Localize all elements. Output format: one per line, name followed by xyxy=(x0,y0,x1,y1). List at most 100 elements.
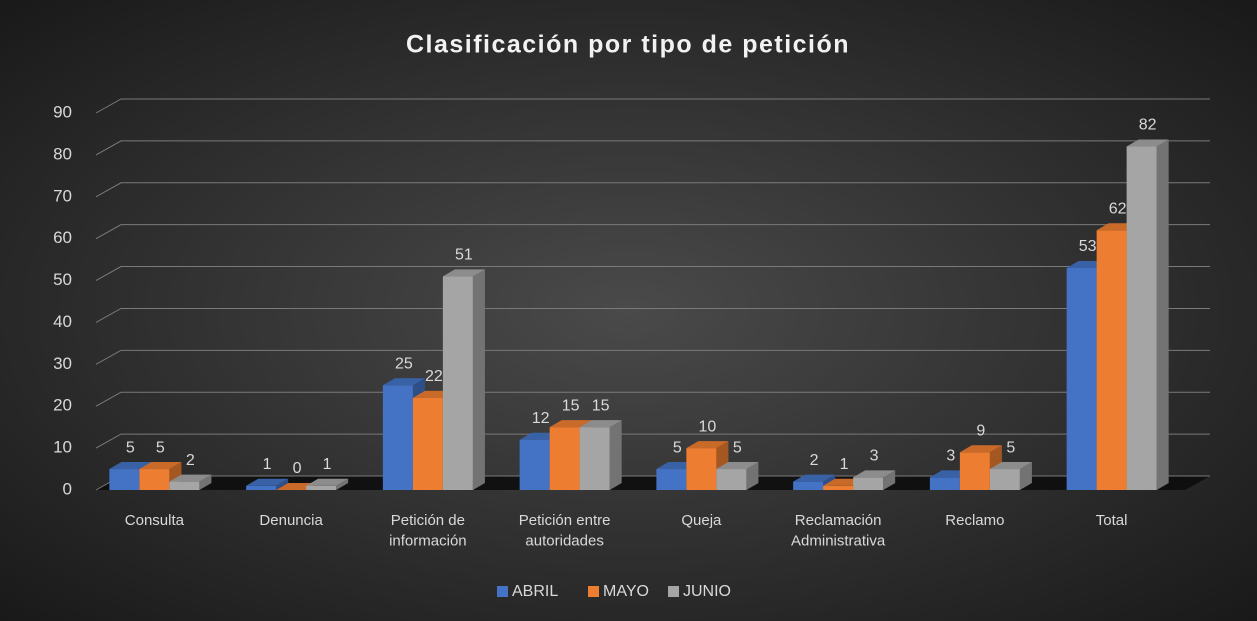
grid-line xyxy=(95,307,1210,323)
data-label: 5 xyxy=(1006,439,1015,456)
data-label: 53 xyxy=(1079,238,1097,255)
x-tick-label: Denuncia xyxy=(259,512,323,529)
x-tick-label: Reclamación Administrativa xyxy=(791,512,886,549)
bar-top-shade xyxy=(442,269,485,277)
bar-side-shade xyxy=(746,462,759,490)
bar-3d xyxy=(306,478,349,490)
bar xyxy=(579,427,610,490)
y-tick-label: 0 xyxy=(63,479,72,498)
bar-3d xyxy=(442,269,485,490)
bar-side-shade xyxy=(1019,462,1032,490)
data-label: 82 xyxy=(1139,117,1157,134)
data-label: 62 xyxy=(1109,201,1127,218)
y-tick-label: 10 xyxy=(53,438,72,457)
bar-side xyxy=(1019,462,1032,490)
bar xyxy=(1066,267,1097,490)
data-label: 12 xyxy=(532,410,550,427)
bar-top xyxy=(549,420,592,428)
bar-top-shade xyxy=(109,462,152,470)
y-tick-label: 80 xyxy=(53,144,72,163)
y-tick-label: 60 xyxy=(53,228,72,247)
bar-top-shade xyxy=(169,474,212,482)
bar-top xyxy=(382,378,425,386)
legend-swatch xyxy=(588,586,599,597)
bar xyxy=(1126,146,1157,490)
bar-top xyxy=(1126,139,1169,147)
bar-side-shade xyxy=(1156,139,1169,490)
legend-swatch xyxy=(497,586,508,597)
bar-top-shade xyxy=(579,420,622,428)
bar-top xyxy=(306,478,349,486)
bar-side-shade xyxy=(336,478,349,490)
bar-side xyxy=(746,462,759,490)
y-tick-label: 40 xyxy=(53,312,72,331)
data-label: 2 xyxy=(810,452,819,469)
grid-line xyxy=(95,98,1210,114)
bar-3d xyxy=(246,478,289,490)
bar-side-shade xyxy=(276,478,289,490)
legend-swatch xyxy=(668,586,679,597)
bar xyxy=(929,477,960,490)
data-label: 5 xyxy=(156,439,165,456)
bar-side xyxy=(472,269,485,490)
data-label: 3 xyxy=(946,448,955,465)
chart-title: Clasificación por tipo de petición xyxy=(406,31,850,59)
data-label: 15 xyxy=(562,397,580,414)
y-tick-label: 50 xyxy=(53,270,72,289)
bar-top-shade xyxy=(793,474,836,482)
data-label: 9 xyxy=(976,423,985,440)
bar xyxy=(823,485,854,490)
data-label: 15 xyxy=(592,397,610,414)
x-tick-label: Queja xyxy=(681,512,722,529)
bar xyxy=(1096,230,1127,491)
data-label: 1 xyxy=(840,456,849,473)
grid-line xyxy=(95,433,1210,449)
bar-top xyxy=(686,441,729,449)
bar-side xyxy=(883,470,896,490)
bar-3d xyxy=(853,470,896,490)
bar-top xyxy=(109,462,152,470)
x-tick-label: Reclamo xyxy=(945,512,1004,529)
bar-side-shade xyxy=(199,474,212,490)
bar-top xyxy=(959,445,1002,453)
y-tick-label: 90 xyxy=(53,102,72,121)
legend-label: JUNIO xyxy=(683,583,731,600)
data-label: 25 xyxy=(395,355,413,372)
bar-side xyxy=(276,478,289,490)
bar-top xyxy=(989,462,1032,470)
data-label: 5 xyxy=(733,439,742,456)
bar-3d xyxy=(716,462,759,490)
x-tick-label: Petición de información xyxy=(389,512,467,549)
bar xyxy=(306,485,337,490)
bar xyxy=(793,481,824,490)
data-label: 22 xyxy=(425,368,443,385)
bar-top-shade xyxy=(549,420,592,428)
grid-line xyxy=(95,224,1210,240)
x-tick-label: Total xyxy=(1096,512,1128,529)
bar-3d xyxy=(1126,139,1169,490)
bar-3d xyxy=(579,420,622,490)
bar-top xyxy=(246,478,289,486)
data-label: 5 xyxy=(673,439,682,456)
bar-3d xyxy=(989,462,1032,490)
bar-top-shade xyxy=(306,478,349,486)
data-label: 3 xyxy=(870,448,879,465)
bar-top-shade xyxy=(139,462,182,470)
x-tick-label: Petición entre autoridades xyxy=(519,512,611,549)
bar xyxy=(959,452,990,490)
bar xyxy=(109,469,140,490)
y-tick-label: 30 xyxy=(53,354,72,373)
bar-top-shade xyxy=(959,445,1002,453)
bar-3d xyxy=(169,474,212,490)
bar-side-shade xyxy=(883,470,896,490)
bar-top xyxy=(853,470,896,478)
bar-top-shade xyxy=(853,470,896,478)
bar-top xyxy=(579,420,622,428)
bar xyxy=(549,427,580,490)
bar-top xyxy=(793,474,836,482)
bar-side xyxy=(336,478,349,490)
bar-top xyxy=(139,462,182,470)
bar-top xyxy=(716,462,759,470)
bar-side xyxy=(1156,139,1169,490)
bar-side xyxy=(609,420,622,490)
